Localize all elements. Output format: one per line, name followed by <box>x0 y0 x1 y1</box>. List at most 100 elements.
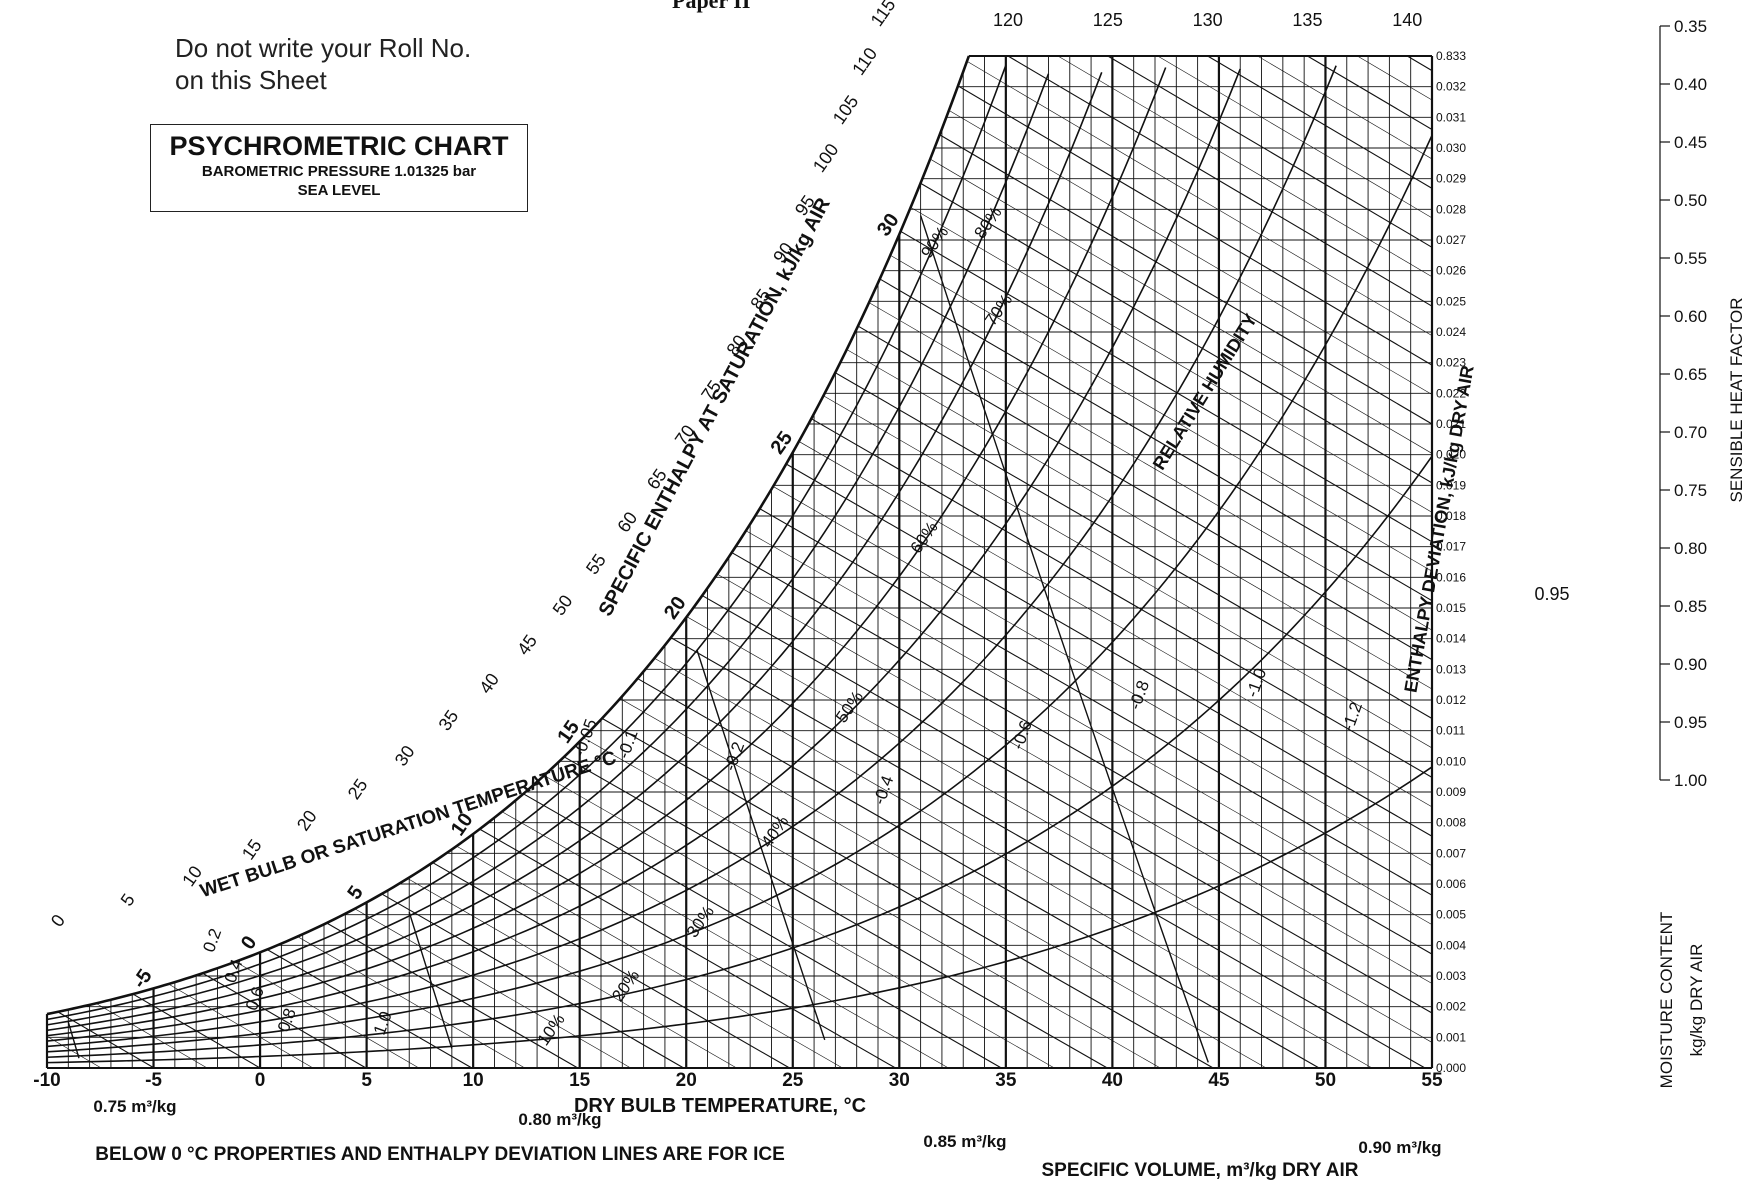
x-tick-label: 30 <box>889 1070 910 1091</box>
specific-volume-label: 0.80 m³/kg <box>518 1110 601 1129</box>
specific-volume-label: 0.90 m³/kg <box>1358 1138 1441 1157</box>
enthalpy-line <box>1057 55 1433 278</box>
x-tick-label: 40 <box>1102 1070 1123 1091</box>
enthalpy-line <box>930 158 1433 454</box>
enthalpy-scale-label: 50 <box>549 591 577 619</box>
enthalpy-line <box>432 862 790 1069</box>
relative-humidity-curve <box>46 134 1433 1053</box>
moisture-tick-label: 0.013 <box>1436 662 1466 676</box>
moisture-tick-label: 0.014 <box>1436 632 1466 646</box>
enthalpy-line <box>811 418 1433 778</box>
enthalpy-line <box>326 922 579 1069</box>
shf-tick-label: 0.50 <box>1674 191 1707 210</box>
enthalpy-line <box>957 85 1433 366</box>
paper-label: Paper II <box>672 0 751 13</box>
enthalpy-scale-label: 125 <box>1093 10 1123 30</box>
moisture-tick-label: 0.001 <box>1436 1030 1466 1044</box>
enthalpy-line <box>920 182 1433 484</box>
moisture-tick-label: 0.002 <box>1436 1000 1466 1014</box>
enthalpy-line <box>731 552 1433 955</box>
enthalpy-line <box>948 110 1433 395</box>
moisture-tick-label: 0.003 <box>1436 969 1466 983</box>
moisture-tick-label: 0.009 <box>1436 785 1466 799</box>
relative-humidity-title: RELATIVE HUMIDITY <box>1149 310 1261 473</box>
enthalpy-scale-label: 35 <box>435 706 463 734</box>
x-tick-label: 0 <box>255 1070 266 1091</box>
enthalpy-scale-label: 30 <box>391 742 419 770</box>
enthalpy-line <box>266 949 473 1069</box>
enthalpy-scale-title: SPECIFIC ENTHALPY AT SATURATION, kJ/kg A… <box>595 194 836 620</box>
chart-title: PSYCHROMETRIC CHART <box>169 131 509 161</box>
below-zero-note: BELOW 0 °C PROPERTIES AND ENTHALPY DEVIA… <box>95 1144 785 1165</box>
enthalpy-line <box>654 657 1373 1069</box>
enthalpy-line <box>785 463 1433 837</box>
moisture-tick-label: 0.018 <box>1436 509 1466 523</box>
moisture-tick-label: 0.012 <box>1436 693 1466 707</box>
moisture-tick-label: 0.024 <box>1436 325 1466 339</box>
specific-volume-line <box>67 1021 80 1059</box>
enthalpy-scale-label: 20 <box>293 807 321 835</box>
enthalpy-deviation-label: -1.2 <box>1338 700 1366 734</box>
enthalpy-scale-label: 15 <box>238 836 266 864</box>
enthalpy-scale-label: 120 <box>993 10 1023 30</box>
relative-humidity-curve <box>46 65 1337 1048</box>
chart-title-box: PSYCHROMETRIC CHART BAROMETRIC PRESSURE … <box>150 124 528 212</box>
moisture-tick-label: 0.028 <box>1436 202 1466 216</box>
enthalpy-line <box>501 811 949 1069</box>
enthalpy-deviation-label: 0.8 <box>274 1006 300 1035</box>
enthalpy-line <box>168 983 314 1069</box>
specific-volume-line <box>919 215 1209 1063</box>
x-axis-title: DRY BULB TEMPERATURE, °C <box>574 1095 866 1117</box>
enthalpy-line <box>745 530 1433 925</box>
x-tick-label: 45 <box>1208 1070 1230 1091</box>
relative-humidity-curve <box>46 65 1007 1021</box>
x-tick-label: 20 <box>676 1070 697 1091</box>
specific-volume-title: SPECIFIC VOLUME, m³/kg DRY AIR <box>1041 1160 1358 1181</box>
enthalpy-line <box>900 230 1433 543</box>
moisture-tick-label: 0.032 <box>1436 80 1466 94</box>
enthalpy-scale-label: 25 <box>344 775 372 803</box>
enthalpy-line <box>46 1036 102 1069</box>
enthalpy-line <box>601 717 1214 1069</box>
shf-tick-label: 0.70 <box>1674 423 1707 442</box>
shf-inner-label: 0.95 <box>1534 584 1569 604</box>
enthalpy-scale-label: 45 <box>513 631 541 659</box>
moisture-axis-unit: kg/kg DRY AIR <box>1687 944 1706 1057</box>
enthalpy-line <box>479 828 896 1069</box>
specific-volume-line <box>696 649 826 1041</box>
enthalpy-line <box>1007 55 1433 307</box>
rh-label: 10% <box>534 1010 569 1049</box>
enthalpy-line <box>868 302 1433 631</box>
enthalpy-line <box>456 845 843 1069</box>
enthalpy-line <box>543 775 1055 1069</box>
enthalpy-line <box>1257 55 1433 160</box>
enthalpy-scale-label: 105 <box>829 92 863 128</box>
relative-humidity-curve <box>46 67 1167 1037</box>
moisture-tick-label: 0.022 <box>1436 386 1466 400</box>
enthalpy-line <box>670 637 1426 1069</box>
shf-tick-label: 0.35 <box>1674 17 1707 36</box>
relative-humidity-curve <box>46 72 1103 1032</box>
enthalpy-line <box>890 254 1433 572</box>
specific-volume-label: 0.85 m³/kg <box>923 1132 1006 1151</box>
moisture-tick-label: 0.031 <box>1436 110 1466 124</box>
enthalpy-line <box>1406 55 1433 72</box>
enthalpy-line <box>1357 55 1433 101</box>
shf-tick-label: 0.80 <box>1674 539 1707 558</box>
moisture-tick-label: 0.015 <box>1436 601 1466 615</box>
x-tick-label: 55 <box>1421 1070 1443 1091</box>
enthalpy-scale-label: 5 <box>117 890 139 910</box>
relative-humidity-curve <box>46 766 1433 1064</box>
enthalpy-line <box>637 678 1320 1069</box>
moisture-tick-label: 0.833 <box>1436 49 1466 63</box>
enthalpy-line <box>57 1011 155 1069</box>
enthalpy-deviation-label: 1.0 <box>370 1009 396 1038</box>
enthalpy-line <box>834 372 1433 719</box>
enthalpy-line <box>1307 55 1433 130</box>
sheet-notice: Do not write your Roll No. on this Sheet <box>175 32 471 96</box>
moisture-tick-label: 0.020 <box>1436 448 1466 462</box>
enthalpy-line <box>1107 55 1433 248</box>
enthalpy-line <box>563 756 1108 1069</box>
notice-line-2: on this Sheet <box>175 65 327 95</box>
moisture-tick-label: 0.000 <box>1436 1061 1466 1075</box>
